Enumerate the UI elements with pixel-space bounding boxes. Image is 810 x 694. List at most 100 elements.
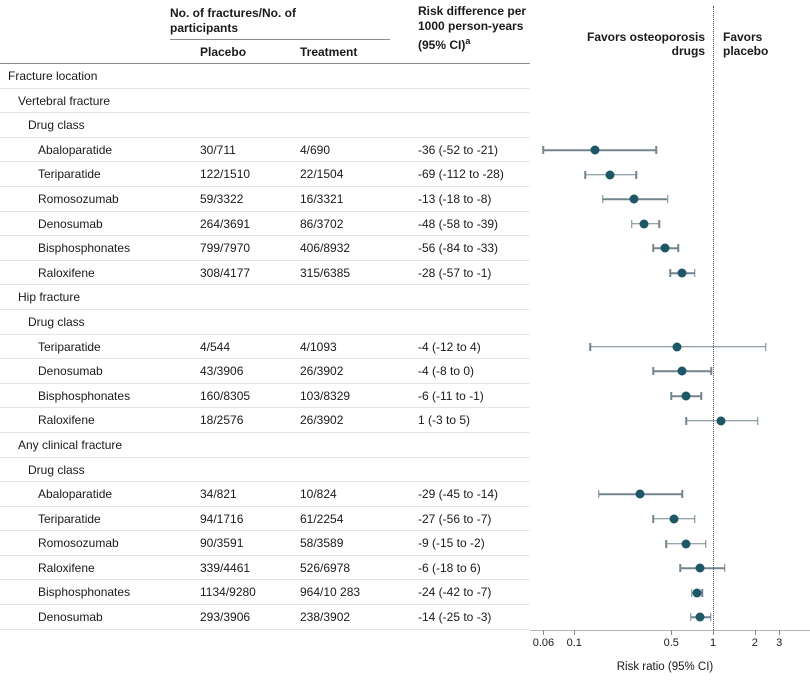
placebo-value <box>188 285 288 310</box>
treatment-value: 103/8329 <box>300 388 351 403</box>
point-marker <box>635 489 645 499</box>
ci-cap-right <box>635 170 638 179</box>
treatment-value: 4/1093 <box>300 339 337 354</box>
risk-difference-value: -48 (-58 to -39) <box>418 216 499 231</box>
forest-plot-cell <box>530 507 810 532</box>
risk-difference-value: -36 (-52 to -21) <box>418 142 499 157</box>
point-marker <box>695 563 705 573</box>
risk-difference-header-text: Risk difference per 1000 person-years (9… <box>418 4 527 52</box>
forest-plot-cell <box>530 261 810 286</box>
x-axis-tick <box>671 629 673 635</box>
ci-cap-right <box>677 244 679 253</box>
data-row: Romosozumab 59/3322 16/3321 -13 (-18 to -8) <box>0 187 810 212</box>
point-marker <box>681 391 691 401</box>
section-row: Vertebral fracture <box>0 89 810 114</box>
treatment-value: 86/3702 <box>300 216 344 231</box>
risk-difference-value: -28 (-57 to -1) <box>418 265 492 280</box>
ci-cap-right <box>658 219 661 228</box>
x-axis-tick-label: 0.06 <box>532 636 555 649</box>
placebo-value: 34/821 <box>200 487 237 502</box>
risk-difference-value: -24 (-42 to -7) <box>418 585 492 600</box>
ci-line <box>543 149 657 151</box>
row-label: Bisphosphonates <box>38 241 131 256</box>
treatment-value: 10/824 <box>300 487 337 502</box>
data-row: Bisphosphonates 1134/9280 964/10 283 -24 (-… <box>0 580 810 605</box>
forest-plot-cell <box>530 605 810 630</box>
forest-plot-cell <box>530 187 810 212</box>
favors-placebo-label: Favors placebo <box>723 30 769 58</box>
forest-plot-cell <box>530 335 810 360</box>
column-group-header: No. of fractures/No. of participants <box>170 6 297 35</box>
placebo-value: 293/3906 <box>200 610 251 625</box>
ci-cap-right <box>705 539 707 548</box>
header-rule <box>0 63 530 64</box>
section-row: Fracture location <box>0 64 810 89</box>
forest-plot-cell <box>530 64 810 89</box>
point-marker <box>669 514 679 524</box>
treatment-value: 526/6978 <box>300 560 351 575</box>
column-header-placebo: Placebo <box>200 45 247 59</box>
row-label: Fracture location <box>8 69 98 83</box>
data-row: Raloxifene 18/2576 26/3902 1 (-3 to 5) <box>0 408 810 433</box>
forest-plot-cell <box>530 285 810 310</box>
point-marker <box>605 170 615 180</box>
x-axis-tick-label: 3 <box>776 636 783 649</box>
row-label: Denosumab <box>38 364 103 379</box>
risk-difference-value: -56 (-84 to -33) <box>418 241 499 256</box>
ci-cap-left <box>601 195 604 204</box>
ci-cap-right <box>655 146 657 155</box>
ci-cap-right <box>694 514 696 523</box>
placebo-value <box>188 89 288 114</box>
treatment-value: 58/3589 <box>300 536 344 551</box>
placebo-value: 94/1716 <box>200 511 244 526</box>
risk-difference-value: -6 (-18 to 6) <box>418 560 481 575</box>
ci-cap-left <box>631 219 633 228</box>
treatment-value: 4/690 <box>300 142 331 157</box>
point-marker <box>629 194 639 204</box>
reference-line <box>713 6 714 630</box>
placebo-value <box>188 310 288 335</box>
risk-difference-value: -4 (-8 to 0) <box>418 364 475 379</box>
placebo-value: 339/4461 <box>200 560 251 575</box>
row-label: Romosozumab <box>38 536 119 551</box>
risk-difference-value <box>404 64 530 89</box>
forest-plot-cell <box>530 138 810 163</box>
x-axis-tick-label: 2 <box>751 636 758 649</box>
ci-cap-right <box>681 490 683 499</box>
risk-difference-value <box>404 89 530 114</box>
risk-difference-value: -6 (-11 to -1) <box>418 388 484 403</box>
point-marker <box>660 243 670 253</box>
row-label: Hip fracture <box>18 290 81 305</box>
data-row: Denosumab 293/3906 238/3902 -14 (-25 to -3) <box>0 605 810 630</box>
x-axis-ticks: 0.06 0.1 0.5 1 2 3 <box>530 629 810 694</box>
ci-cap-right <box>756 416 759 425</box>
section-row: Drug class <box>0 310 810 335</box>
placebo-value: 59/3322 <box>200 191 244 206</box>
risk-difference-value: 1 (-3 to 5) <box>418 413 471 428</box>
treatment-value <box>288 285 404 310</box>
section-row: Drug class <box>0 113 810 138</box>
risk-difference-value <box>404 113 530 138</box>
treatment-value: 61/2254 <box>300 511 344 526</box>
ci-cap-left <box>685 416 687 425</box>
point-marker <box>716 416 726 426</box>
point-marker <box>639 219 649 229</box>
placebo-value: 122/1510 <box>200 167 251 182</box>
placebo-value: 308/4177 <box>200 265 251 280</box>
x-axis-tick <box>574 629 576 635</box>
risk-difference-value <box>404 310 530 335</box>
treatment-value <box>288 89 404 114</box>
ci-cap-left <box>689 613 692 622</box>
placebo-value: 799/7970 <box>200 241 251 256</box>
placebo-value: 18/2576 <box>200 413 244 428</box>
ci-cap-left <box>670 392 672 401</box>
ci-cap-left <box>589 342 591 351</box>
row-label: Abaloparatide <box>38 142 113 157</box>
x-axis: 0.06 0.1 0.5 1 2 3 Risk ratio (95% CI) <box>0 629 810 694</box>
risk-difference-value: -13 (-18 to -8) <box>418 191 492 206</box>
column-group-rule <box>170 39 390 40</box>
placebo-value: 30/711 <box>200 142 236 157</box>
risk-difference-value: -14 (-25 to -3) <box>418 610 492 625</box>
forest-plot-cell <box>530 310 810 335</box>
risk-difference-value <box>404 458 530 483</box>
